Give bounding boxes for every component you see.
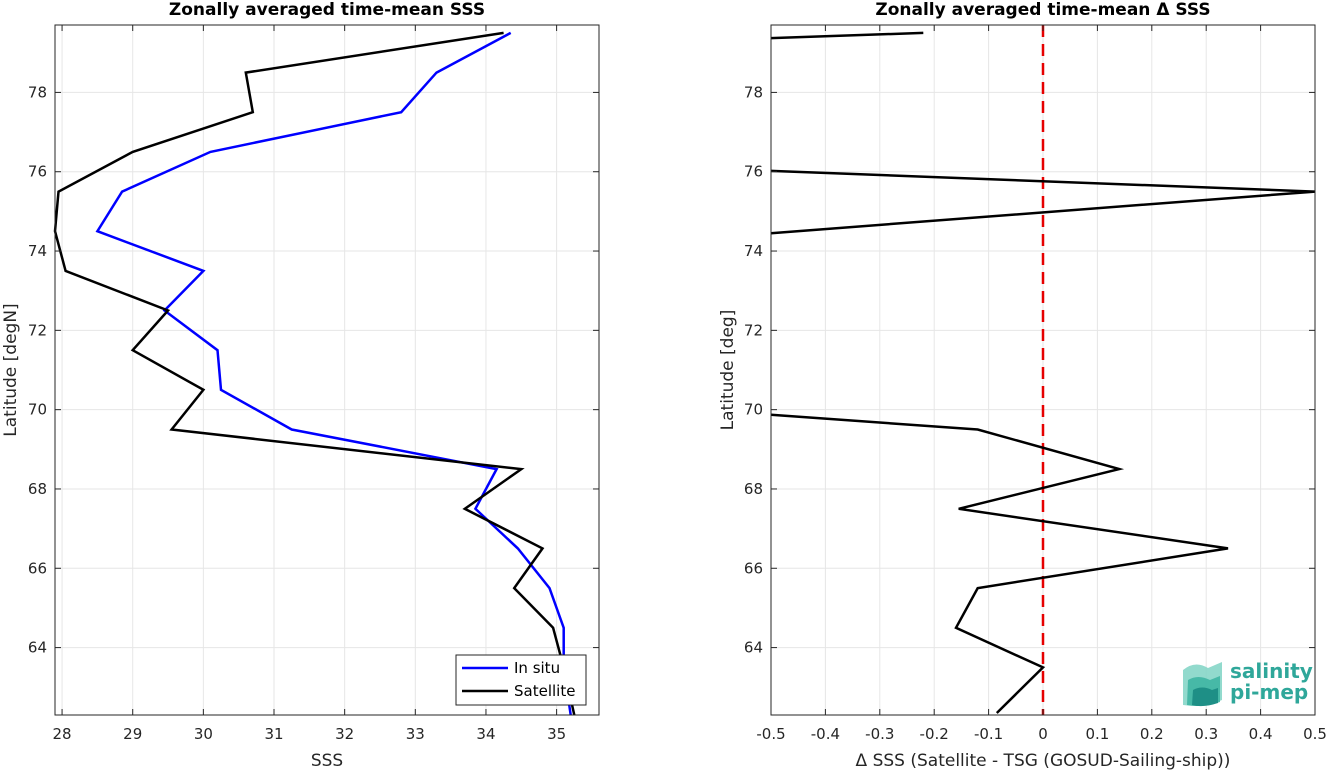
left-grid (55, 25, 599, 715)
left-x-tick-label: 29 (123, 725, 142, 743)
right-y-axis-label: Latitude [deg] (718, 310, 738, 431)
left-chart-title: Zonally averaged time-mean SSS (169, 0, 485, 20)
right-x-tick-label: -0.4 (811, 725, 840, 743)
right-x-tick-label: -0.3 (865, 725, 894, 743)
left-x-axis-label: SSS (311, 751, 343, 770)
right-x-tick-label: 0.5 (1303, 725, 1327, 743)
right-x-tick-label: 0.3 (1194, 725, 1218, 743)
legend-label-in-situ: In situ (514, 659, 560, 677)
right-x-tick-label: -0.1 (974, 725, 1003, 743)
legend: In situ Satellite (455, 654, 587, 706)
salinity-pi-mep-logo: salinity pi-mep (1183, 659, 1313, 707)
left-y-tick-label: 68 (28, 480, 47, 498)
right-y-tick-label: 68 (744, 480, 763, 498)
left-x-tick-label: 35 (547, 725, 566, 743)
logo-text-line1: salinity (1230, 659, 1313, 683)
right-y-tick-label: 74 (744, 242, 763, 260)
left-axes-frame (54, 24, 600, 716)
right-y-tick-label: 76 (744, 163, 763, 181)
right-y-ticks: 64 66 68 70 72 74 76 78 (744, 83, 1315, 657)
right-x-tick-label: -0.2 (920, 725, 949, 743)
right-y-tick-label: 70 (744, 401, 763, 419)
right-x-tick-label: 0 (1038, 725, 1048, 743)
left-x-ticks: 28 29 30 31 32 33 34 35 (53, 25, 566, 743)
left-x-tick-label: 28 (53, 725, 72, 743)
right-x-tick-label: 0.1 (1085, 725, 1109, 743)
right-x-tick-label: 0.4 (1249, 725, 1273, 743)
left-panel-sss: 28 29 30 31 32 33 34 35 64 66 68 70 72 74 76 78 Zonall… (1, 0, 600, 770)
right-y-tick-label: 64 (744, 639, 763, 657)
series-line-delta-sss-segment-3 (770, 413, 1229, 714)
right-y-tick-label: 66 (744, 559, 763, 577)
left-x-tick-label: 31 (264, 725, 283, 743)
right-panel-delta-sss: -0.5 -0.4 -0.3 -0.2 -0.1 0 0.1 0.2 0.3 0.4 0.5 646… (718, 0, 1327, 770)
series-line-delta-sss-segment-1 (770, 31, 924, 40)
left-y-tick-label: 72 (28, 321, 47, 339)
left-y-tick-label: 66 (28, 559, 47, 577)
right-chart-title: Zonally averaged time-mean Δ SSS (875, 0, 1210, 20)
left-y-tick-label: 76 (28, 163, 47, 181)
series-line-in-situ (95, 31, 572, 716)
left-series (53, 31, 576, 716)
left-x-tick-label: 33 (406, 725, 425, 743)
left-y-tick-label: 78 (28, 83, 47, 101)
left-x-tick-label: 34 (476, 725, 495, 743)
left-y-ticks: 64 66 68 70 72 74 76 78 (28, 83, 599, 657)
right-x-ticks: -0.5 -0.4 -0.3 -0.2 -0.1 0 0.1 0.2 0.3 0.4 0.5 (756, 25, 1327, 743)
right-y-tick-label: 72 (744, 321, 763, 339)
left-y-tick-label: 64 (28, 639, 47, 657)
right-x-axis-label: Δ SSS (Satellite - TSG (GOSUD-Sailing-sh… (856, 751, 1231, 770)
logo-wave-icon (1183, 662, 1222, 707)
left-y-tick-label: 74 (28, 242, 47, 260)
legend-box (455, 654, 587, 706)
left-x-tick-label: 32 (335, 725, 354, 743)
legend-label-satellite: Satellite (514, 682, 575, 700)
right-x-tick-label: 0.2 (1140, 725, 1164, 743)
right-x-tick-label: -0.5 (756, 725, 785, 743)
left-y-axis-label: Latitude [degN] (1, 303, 21, 436)
left-y-tick-label: 70 (28, 401, 47, 419)
series-line-satellite (53, 31, 576, 716)
logo-text-line2: pi-mep (1230, 680, 1308, 704)
left-x-tick-label: 30 (194, 725, 213, 743)
right-y-tick-label: 78 (744, 83, 763, 101)
